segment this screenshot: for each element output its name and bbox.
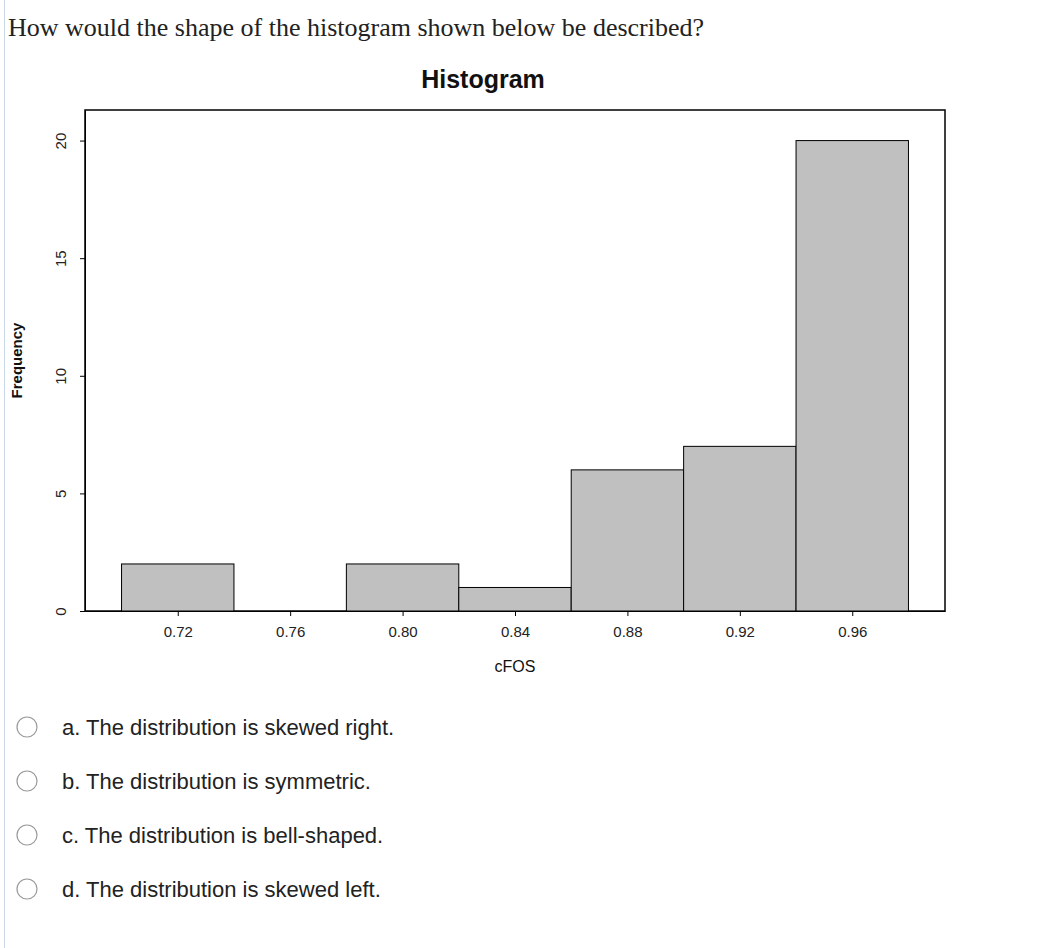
histogram-bar [122, 564, 234, 611]
x-tick: 0.84 [501, 611, 530, 640]
histogram-bar [234, 611, 346, 612]
radio-button[interactable] [17, 771, 37, 791]
question: How would the shape of the histogram sho… [8, 13, 704, 42]
answer-option[interactable]: b. The distribution is symmetric. [62, 769, 371, 794]
panel-border [4, 0, 5, 948]
y-tick: 20 [52, 133, 85, 150]
page: How would the shape of the histogram sho… [0, 0, 1048, 948]
x-tick: 0.88 [613, 611, 642, 640]
y-tick-label: 10 [52, 368, 69, 385]
x-tick-mark [627, 611, 628, 616]
y-tick: 5 [52, 490, 85, 498]
y-tick-label: 0 [52, 607, 69, 615]
histogram-bar [684, 446, 796, 611]
histogram-bar [346, 564, 458, 611]
radio-button[interactable] [17, 879, 37, 899]
y-tick: 0 [52, 607, 85, 615]
y-tick-mark [80, 141, 85, 142]
x-tick: 0.80 [388, 611, 417, 640]
bars [122, 141, 909, 611]
chart-title: Histogram [421, 65, 545, 93]
y-tick-label: 5 [52, 490, 69, 498]
x-tick-mark [178, 611, 179, 616]
y-axis: 0 5 10 15 20 [52, 111, 85, 616]
radio-button[interactable] [17, 825, 37, 845]
y-tick-mark [80, 258, 85, 259]
x-tick-label: 0.84 [501, 623, 530, 640]
y-tick-label: 20 [52, 133, 69, 150]
x-tick: 0.92 [726, 611, 755, 640]
y-tick: 15 [52, 250, 85, 267]
x-tick-label: 0.72 [164, 623, 193, 640]
x-tick-mark [515, 611, 516, 616]
x-tick-label: 0.76 [276, 623, 305, 640]
y-axis-line [85, 111, 86, 612]
plot-frame [85, 110, 945, 611]
x-axis: 0.72 0.76 0.80 0.84 0.88 0.92 0.96 [86, 611, 946, 640]
x-tick-mark [403, 611, 404, 616]
y-axis-title: Frequency [8, 322, 25, 399]
x-tick: 0.72 [164, 611, 193, 640]
y-tick: 10 [52, 368, 85, 385]
y-tick-mark [80, 376, 85, 377]
answer-option[interactable]: d. The distribution is skewed left. [62, 877, 381, 902]
y-tick-mark [80, 611, 85, 612]
answer-option[interactable]: c. The distribution is bell-shaped. [62, 823, 383, 848]
x-tick-label: 0.80 [388, 623, 417, 640]
y-tick-mark [80, 493, 85, 494]
x-tick-label: 0.88 [613, 623, 642, 640]
histogram-bar [459, 587, 571, 611]
x-tick-mark [740, 611, 741, 616]
x-tick-label: 0.92 [726, 623, 755, 640]
histogram-bar [571, 470, 683, 611]
x-tick-mark [852, 611, 853, 616]
y-tick-label: 15 [52, 250, 69, 267]
x-axis-title: cFOS [495, 658, 536, 675]
x-tick-label: 0.96 [838, 623, 867, 640]
radio-button[interactable] [17, 717, 37, 737]
x-tick: 0.76 [276, 611, 305, 640]
x-tick: 0.96 [838, 611, 867, 640]
x-tick-mark [290, 611, 291, 616]
answer-option[interactable]: a. The distribution is skewed right. [62, 715, 394, 740]
histogram-bar [796, 141, 908, 611]
